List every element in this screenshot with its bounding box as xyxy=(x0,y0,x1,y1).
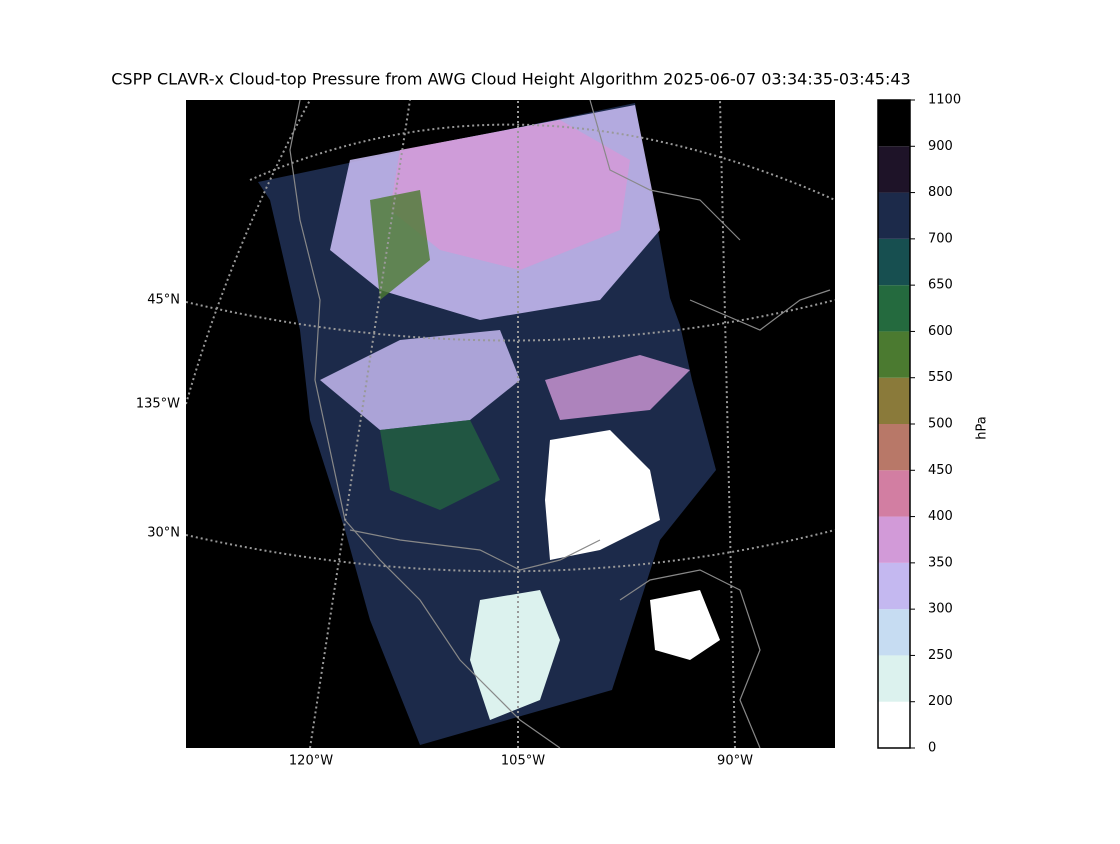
lon-label: 90°W xyxy=(717,754,753,769)
cloud-patch xyxy=(545,430,660,560)
colorbar-segment xyxy=(878,192,910,239)
colorbar-segment xyxy=(878,238,910,286)
cloud-patch xyxy=(370,190,430,300)
colorbar-label: hPa xyxy=(975,416,990,439)
colorbar-segment xyxy=(878,701,910,748)
colorbar-segment xyxy=(878,655,910,702)
cloud-patch xyxy=(650,590,720,660)
colorbar-tick-label: 550 xyxy=(928,370,953,385)
graticule xyxy=(249,123,835,201)
graticule xyxy=(309,100,411,748)
map: 45°N 135°W 30°N 120°W 105°W 90°W xyxy=(136,100,835,769)
colorbar-segment xyxy=(878,470,910,517)
cloud-patch xyxy=(380,420,500,510)
colorbar-segment xyxy=(878,562,910,610)
colorbar-tick-label: 650 xyxy=(928,278,953,293)
coastline xyxy=(289,100,561,748)
colorbar-segment xyxy=(878,609,910,656)
colorbar-tick-label: 500 xyxy=(928,417,953,432)
colorbar-tick-label: 300 xyxy=(928,602,953,617)
colorbar-segment xyxy=(878,331,910,378)
colorbar-tick-label: 400 xyxy=(928,509,953,524)
colorbar-segment xyxy=(878,146,910,193)
colorbar-tick-label: 700 xyxy=(928,231,953,246)
border xyxy=(349,100,831,748)
cloud-patch xyxy=(390,120,630,270)
colorbar-segment xyxy=(878,100,910,147)
colorbar-segment xyxy=(878,285,910,332)
colorbar-tick-label: 800 xyxy=(928,185,953,200)
lon-label: 105°W xyxy=(501,754,545,769)
colorbar-segment xyxy=(878,424,910,471)
colorbar-tick-label: 200 xyxy=(928,694,953,709)
colorbar-tick-label: 900 xyxy=(928,139,953,154)
title: CSPP CLAVR-x Cloud-top Pressure from AWG… xyxy=(111,70,910,89)
colorbar-segment xyxy=(878,516,910,563)
cloud-patch xyxy=(545,355,690,420)
colorbar-segment xyxy=(878,377,910,424)
graticule xyxy=(186,529,835,573)
lat-label: 45°N xyxy=(147,293,180,308)
graticule xyxy=(719,100,736,748)
colorbar-tick-label: 350 xyxy=(928,555,953,570)
colorbar-tick-label: 600 xyxy=(928,324,953,339)
lat-label: 30°N xyxy=(147,526,180,541)
colorbar-tick-label: 450 xyxy=(928,463,953,478)
graticule xyxy=(186,299,835,342)
cloud-patch xyxy=(470,590,560,720)
lon-label: 120°W xyxy=(289,754,333,769)
colorbar: 0 200 250 300 350 400 450 500 550 600 650 700 800 900… xyxy=(877,93,961,756)
colorbar-tick-label: 1100 xyxy=(928,93,961,108)
colorbar-tick-label: 0 xyxy=(928,741,936,756)
cloud-patch xyxy=(320,330,520,430)
colorbar-tick-label: 250 xyxy=(928,648,953,663)
lon-label: 135°W xyxy=(136,397,180,412)
